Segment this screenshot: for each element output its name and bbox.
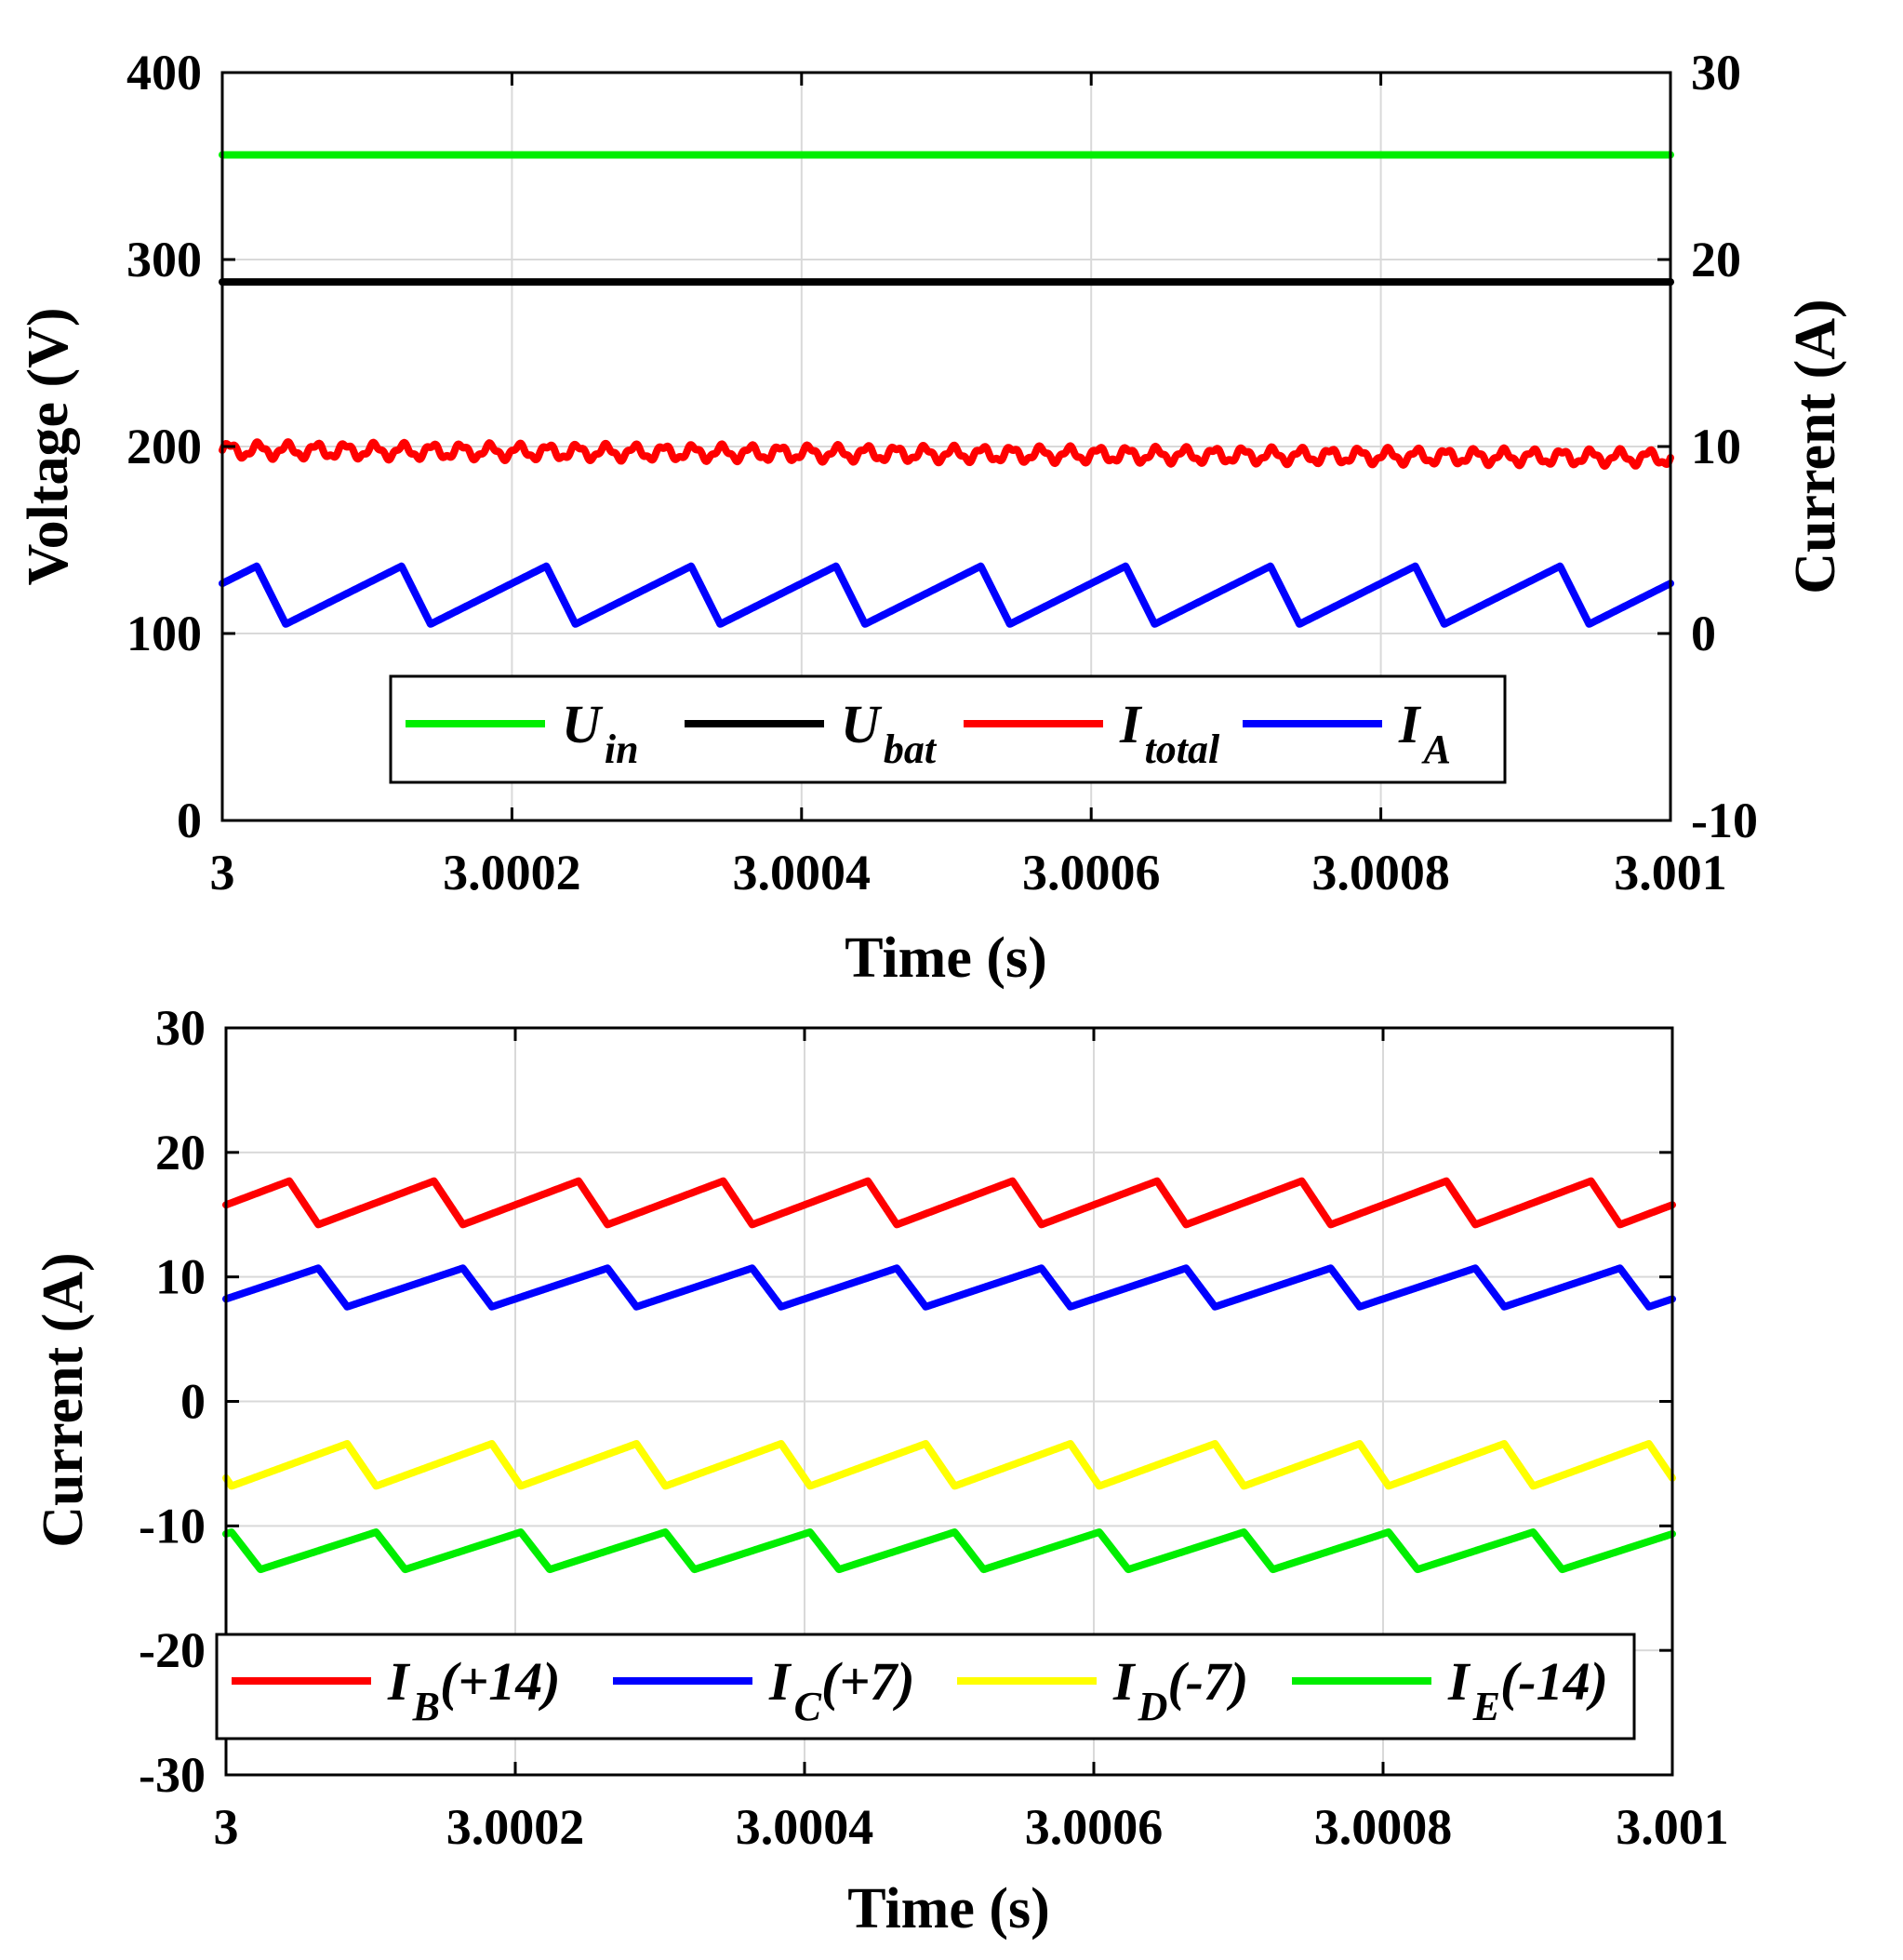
x-tick-label: 3.0004 bbox=[733, 845, 872, 900]
y-tick-label-left: 200 bbox=[126, 419, 202, 474]
x-tick-label: 3.0008 bbox=[1311, 845, 1450, 900]
legend-label-main: I bbox=[1112, 1651, 1137, 1712]
x-tick-label: 3.0006 bbox=[1022, 845, 1161, 900]
legend-box bbox=[389, 674, 1507, 784]
x-tick-label: 3.0006 bbox=[1025, 1799, 1164, 1855]
legend-label-main: U bbox=[562, 694, 604, 754]
y-axis-title-right: Current (A) bbox=[1784, 299, 1847, 593]
legend-label-subscript: A bbox=[1421, 727, 1451, 772]
y-tick-label-left: 100 bbox=[126, 606, 202, 661]
series-line-i-e bbox=[222, 1528, 1676, 1574]
y-tick-label-left: -20 bbox=[139, 1622, 206, 1678]
legend-item: Itotal bbox=[964, 694, 1220, 772]
legend-label: IB(+14) bbox=[387, 1651, 561, 1729]
legend-label-main: I bbox=[1119, 694, 1143, 754]
x-tick-label: 3 bbox=[214, 1799, 239, 1855]
legend-label-main: I bbox=[768, 1651, 792, 1712]
y-tick-label-left: 300 bbox=[126, 232, 202, 287]
legend-label-main: I bbox=[1398, 694, 1422, 754]
y-tick-label-left: 0 bbox=[177, 793, 202, 848]
legend-label: IC(+7) bbox=[768, 1651, 915, 1729]
legend-label-subscript: B bbox=[412, 1684, 440, 1729]
legend-label: Ubat bbox=[841, 694, 938, 772]
y-tick-label-left: 0 bbox=[180, 1374, 206, 1430]
series-line-i-d bbox=[222, 1440, 1676, 1490]
legend-label-suffix: (-14) bbox=[1500, 1651, 1608, 1712]
x-tick-label: 3.001 bbox=[1616, 1799, 1729, 1855]
x-tick-label: 3.0008 bbox=[1314, 1799, 1453, 1855]
y-tick-label-right: 0 bbox=[1691, 606, 1716, 661]
y-tick-label-right: 10 bbox=[1691, 419, 1741, 474]
legend-label: Itotal bbox=[1119, 694, 1220, 772]
legend-item: IC(+7) bbox=[613, 1651, 915, 1729]
y-tick-label-left: -10 bbox=[139, 1498, 206, 1553]
bottom-chart-panel: 3 3.0002 3.0004 3.0006 3.0008 3.001 -30 -20 -10 0… bbox=[32, 1000, 1729, 1940]
legend-label: ID(-7) bbox=[1112, 1651, 1248, 1729]
y-tick-label-left: 400 bbox=[126, 45, 202, 100]
series-line-i-c bbox=[222, 1264, 1676, 1311]
legend-box bbox=[215, 1633, 1636, 1740]
legend-label-subscript: in bbox=[605, 727, 639, 772]
legend-label-subscript: E bbox=[1472, 1684, 1500, 1729]
legend-item: IE(-14) bbox=[1292, 1651, 1608, 1729]
legend-label-suffix: (-7) bbox=[1167, 1651, 1248, 1712]
legend-label-main: I bbox=[387, 1651, 411, 1712]
legend-label-subscript: C bbox=[794, 1684, 822, 1729]
x-tick-label: 3 bbox=[210, 845, 235, 900]
legend-label-suffix: (+14) bbox=[440, 1651, 561, 1712]
y-tick-label-left: 30 bbox=[155, 1000, 206, 1056]
legend-label-subscript: D bbox=[1138, 1684, 1168, 1729]
x-tick-label: 3.0002 bbox=[446, 1799, 585, 1855]
y-tick-label-right: 20 bbox=[1691, 232, 1741, 287]
legend-label-subscript: total bbox=[1145, 727, 1220, 772]
y-tick-label-right: 30 bbox=[1691, 45, 1741, 100]
legend-label-main: U bbox=[841, 694, 883, 754]
legend-label-main: I bbox=[1447, 1651, 1471, 1712]
series-line-i-b bbox=[222, 1177, 1676, 1229]
legend-item: Uin bbox=[406, 694, 639, 772]
y-tick-label-left: -30 bbox=[139, 1747, 206, 1803]
legend-item: Ubat bbox=[685, 694, 938, 772]
legend-item: IA bbox=[1243, 694, 1451, 772]
x-tick-label: 3.0002 bbox=[443, 845, 581, 900]
legend-item: ID(-7) bbox=[957, 1651, 1248, 1729]
x-axis-title: Time (s) bbox=[847, 1877, 1050, 1940]
series-line-i-total bbox=[219, 438, 1674, 470]
legend-label: IA bbox=[1398, 694, 1451, 772]
y-tick-label-right: -10 bbox=[1691, 793, 1758, 848]
y-axis-title-left: Voltage (V) bbox=[17, 307, 80, 585]
legend: Uin Ubat Itotal IA bbox=[389, 674, 1507, 784]
x-tick-label: 3.0004 bbox=[736, 1799, 874, 1855]
legend-label-subscript: bat bbox=[884, 727, 938, 772]
y-tick-label-left: 20 bbox=[155, 1125, 206, 1180]
legend-label: Uin bbox=[562, 694, 639, 772]
y-tick-label-left: 10 bbox=[155, 1249, 206, 1305]
legend-label: IE(-14) bbox=[1447, 1651, 1608, 1729]
legend-label-suffix: (+7) bbox=[821, 1651, 915, 1712]
legend-item: IB(+14) bbox=[232, 1651, 561, 1729]
x-tick-label: 3.001 bbox=[1614, 845, 1727, 900]
series-line-i-a bbox=[219, 562, 1674, 628]
top-chart-panel: 3 3.0002 3.0004 3.0006 3.0008 3.0010100200300… bbox=[17, 45, 1847, 990]
x-axis-title: Time (s) bbox=[845, 927, 1047, 990]
legend: IB(+14) IC(+7) ID(-7) IE(-14) bbox=[215, 1633, 1636, 1740]
y-axis-title-left: Current (A) bbox=[32, 1252, 95, 1547]
